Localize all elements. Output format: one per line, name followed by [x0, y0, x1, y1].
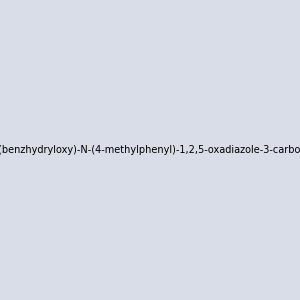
Text: 4-amino-N'-(benzhydryloxy)-N-(4-methylphenyl)-1,2,5-oxadiazole-3-carboximidamide: 4-amino-N'-(benzhydryloxy)-N-(4-methylph… [0, 145, 300, 155]
